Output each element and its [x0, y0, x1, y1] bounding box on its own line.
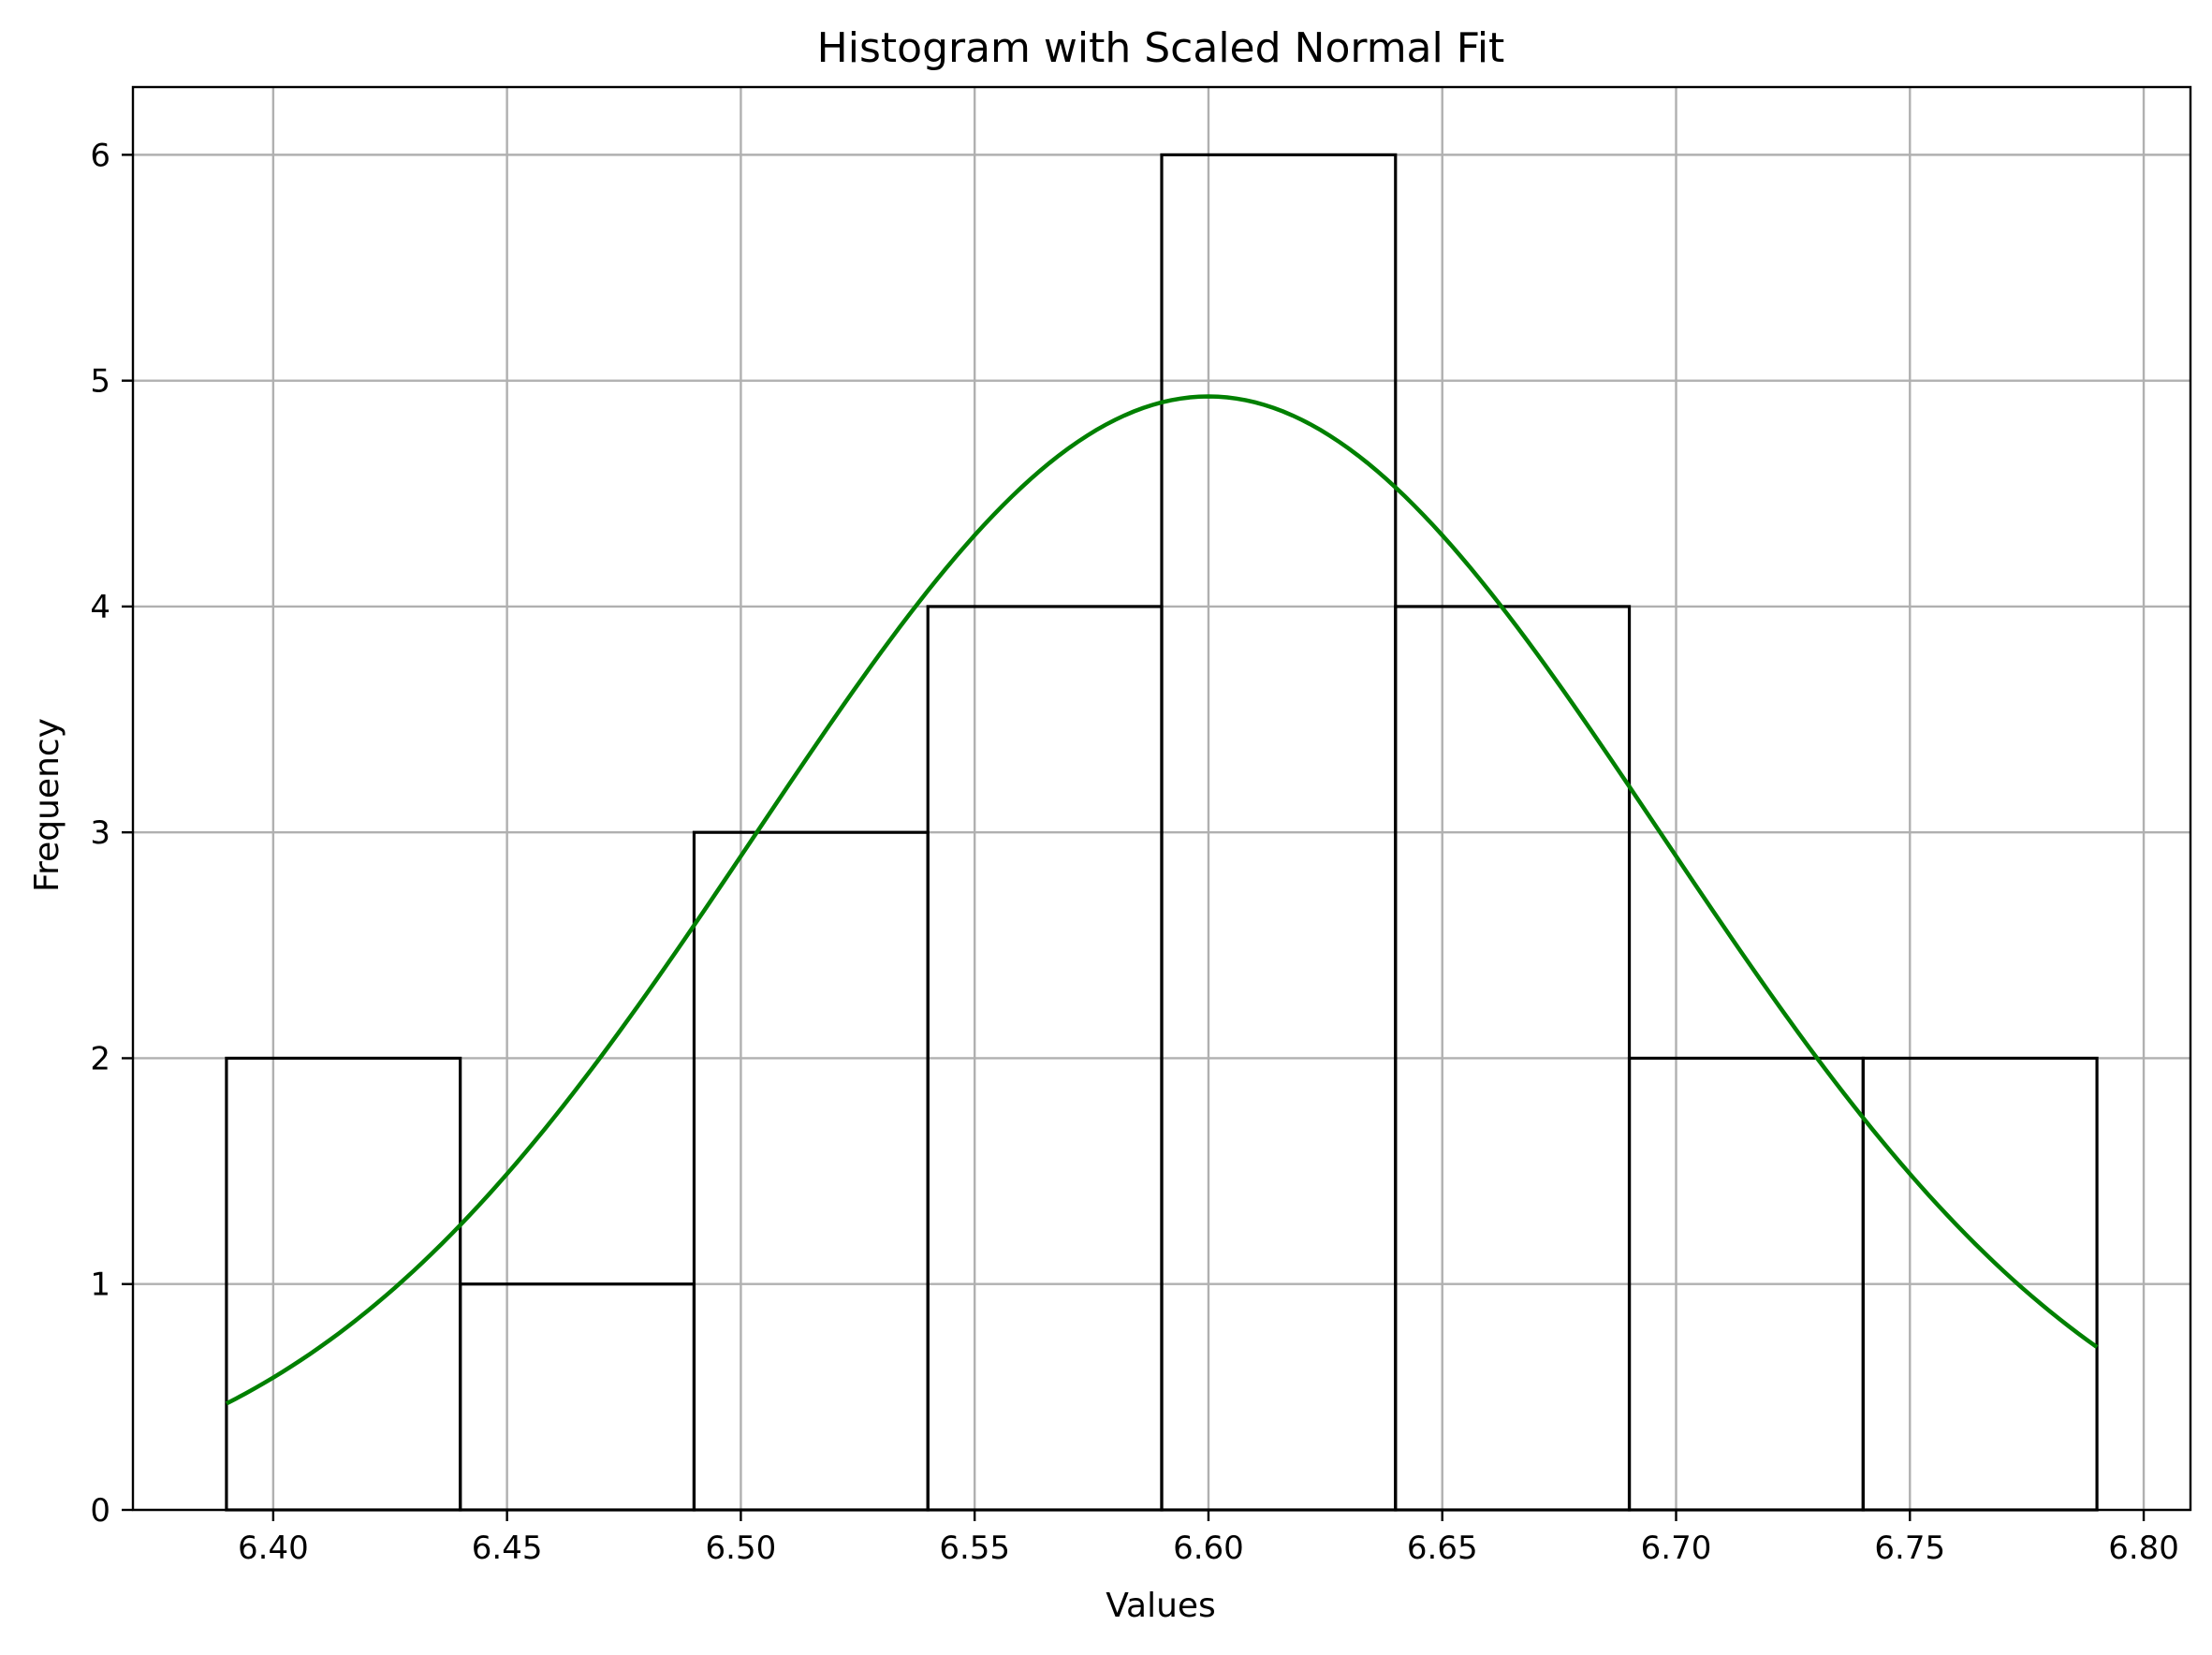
- y-tick-label: 0: [90, 1492, 110, 1530]
- y-tick-label: 5: [90, 363, 110, 401]
- chart-title: Histogram with Scaled Normal Fit: [817, 24, 1505, 72]
- x-tick-label: 6.80: [2108, 1530, 2179, 1567]
- y-tick-label: 3: [90, 814, 110, 852]
- x-axis-label: Values: [1106, 1587, 1216, 1625]
- y-axis-label: Frequency: [28, 718, 66, 892]
- y-tick-label: 6: [90, 137, 110, 174]
- x-tick-label: 6.75: [1874, 1530, 1945, 1567]
- x-tick-label: 6.55: [939, 1530, 1010, 1567]
- histogram-bars: [225, 153, 2099, 1512]
- x-tick-label: 6.70: [1641, 1530, 1712, 1567]
- x-tick-label: 6.60: [1173, 1530, 1244, 1567]
- axes-frame: [131, 85, 2192, 1512]
- y-tick-label: 2: [90, 1040, 110, 1077]
- normal-fit-curve-group: [225, 394, 2099, 1406]
- x-tick-label: 6.65: [1407, 1530, 1478, 1567]
- x-tick-label: 6.40: [238, 1530, 309, 1567]
- x-tick-label: 6.50: [706, 1530, 777, 1567]
- x-tick-label: 6.45: [472, 1530, 543, 1567]
- y-tick-label: 1: [90, 1267, 110, 1304]
- axis-ticks: 6.40 6.45 6.50 6.55 6.60 6.65 6.70 6.75 6.80 0 1 2 3…: [90, 137, 2179, 1567]
- normal-fit-curve: [225, 394, 2099, 1406]
- y-tick-label: 4: [90, 589, 110, 626]
